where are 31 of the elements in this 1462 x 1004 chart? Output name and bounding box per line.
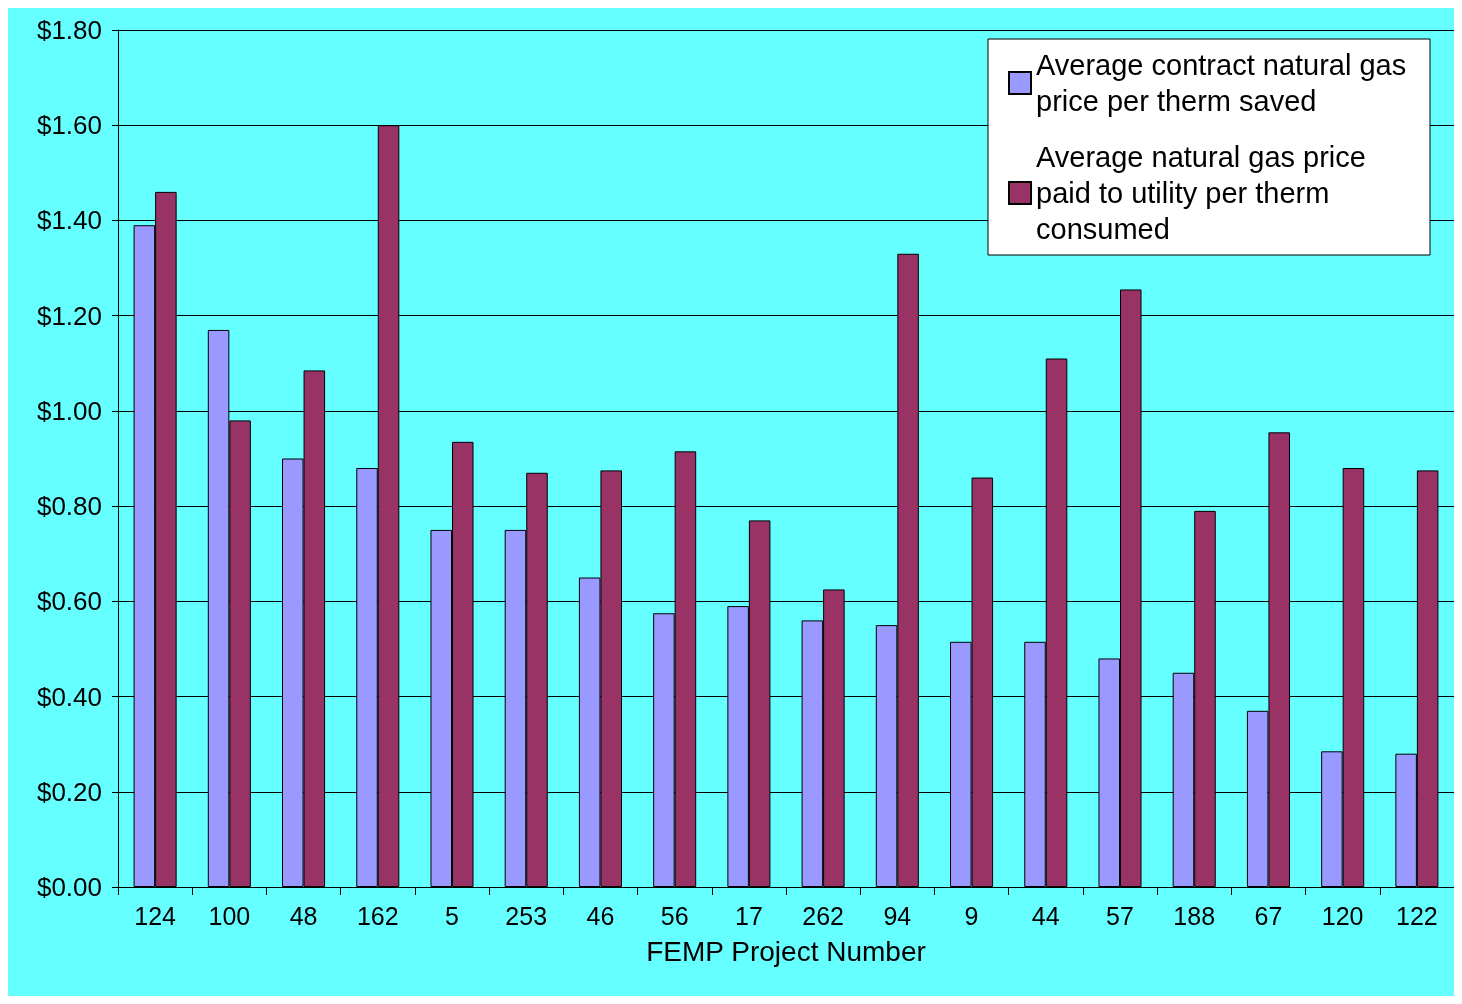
x-tick-label: 253: [505, 901, 548, 930]
x-axis-title: FEMP Project Number: [646, 935, 926, 967]
y-tick-label: $1.80: [36, 15, 102, 45]
x-tick-label: 100: [208, 901, 251, 930]
x-tick-label: 262: [802, 901, 844, 930]
y-tick-label: $1.00: [36, 395, 102, 426]
x-tick-label: 48: [289, 901, 318, 930]
x-tick-label: 67: [1254, 901, 1283, 930]
y-tick-label: $1.20: [36, 300, 102, 331]
y-tick-label: $1.60: [36, 110, 102, 141]
y-tick-label: $0.60: [36, 586, 102, 617]
x-tick-label: 57: [1106, 901, 1134, 930]
x-tick-label: 56: [660, 901, 689, 930]
y-tick-label: $0.20: [36, 776, 102, 807]
x-tick-label: 162: [356, 901, 399, 930]
x-tick-label: 120: [1321, 901, 1364, 930]
x-tick-label: 44: [1031, 901, 1060, 930]
x-tick-label: 124: [134, 901, 177, 930]
x-tick-label: 9: [964, 901, 979, 930]
legend-label: Average natural gas price paid to utility per therm consumed: [1036, 141, 1375, 245]
y-tick-label: $0.40: [36, 681, 102, 712]
x-tick-label: 94: [883, 901, 912, 930]
x-tick-label: 122: [1396, 901, 1438, 930]
x-tick-label: 17: [734, 901, 763, 930]
y-tick-label: $0.00: [36, 872, 102, 902]
x-tick-label: 188: [1173, 901, 1216, 930]
y-tick-label: $0.80: [36, 491, 102, 522]
y-tick-label: $1.40: [36, 205, 102, 236]
x-tick-label: 5: [445, 901, 459, 930]
x-tick-label: 46: [586, 901, 615, 930]
legend-label: Average contract natural gas price per therm saved: [1036, 49, 1415, 117]
